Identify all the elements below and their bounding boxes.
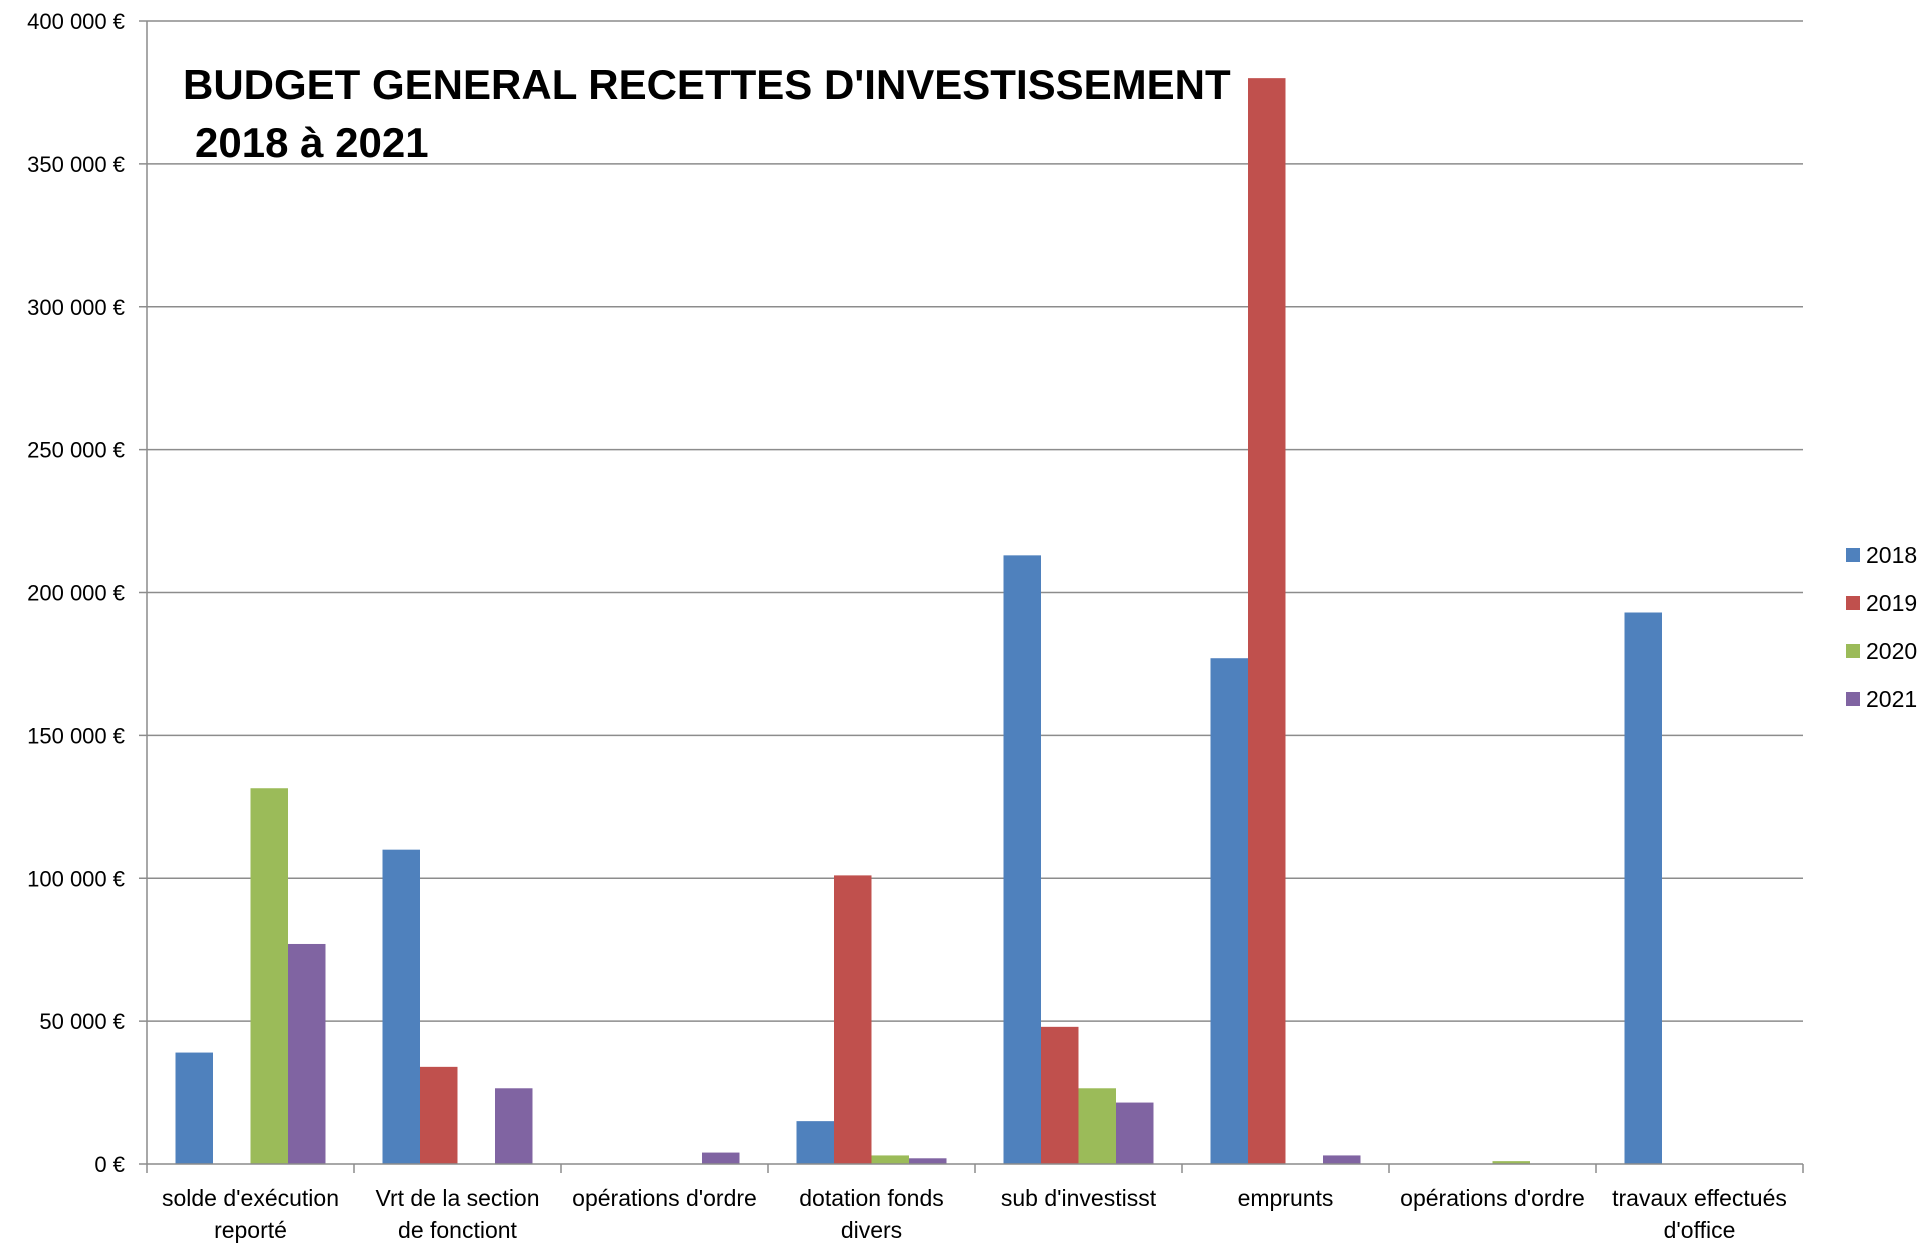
legend-swatch-2020 — [1846, 644, 1860, 658]
y-tick-label: 300 000 € — [27, 295, 125, 320]
bar-2021 — [288, 943, 326, 1164]
x-category-label: Vrt de la section de fonctiont — [375, 1185, 539, 1243]
x-axis-category-labels: solde d'exécution reporté Vrt de la sectio… — [162, 1185, 1787, 1243]
legend-label-2018: 2018 — [1866, 542, 1917, 568]
bar-2018 — [1003, 555, 1041, 1164]
bar-2021 — [1116, 1102, 1154, 1164]
y-tick-label: 150 000 € — [27, 723, 125, 748]
grid-lines — [147, 20, 1803, 1022]
bar-2020 — [1492, 1161, 1530, 1164]
bar-2021 — [1323, 1155, 1361, 1164]
bar-2021 — [495, 1088, 533, 1164]
x-category-label: opérations d'ordre — [572, 1185, 757, 1211]
legend-swatch-2019 — [1846, 596, 1860, 610]
legend-swatch-2018 — [1846, 548, 1860, 562]
legend-label-2019: 2019 — [1866, 590, 1917, 616]
bar-2019 — [1248, 78, 1286, 1164]
x-category-label: travaux effectués d'office — [1612, 1185, 1787, 1243]
bar-2020 — [871, 1155, 909, 1164]
bar-2021 — [909, 1158, 947, 1164]
chart-title: BUDGET GENERAL RECETTES D'INVESTISSEMENT… — [183, 56, 1231, 172]
y-tick-label: 0 € — [94, 1152, 125, 1177]
x-category-label: solde d'exécution reporté — [162, 1185, 339, 1243]
bar-2019 — [834, 875, 872, 1164]
bars — [175, 78, 1662, 1164]
legend-label-2020: 2020 — [1866, 638, 1917, 664]
bar-2018 — [1624, 612, 1662, 1164]
y-tick-label: 350 000 € — [27, 152, 125, 177]
x-category-label: dotation fonds divers — [799, 1185, 944, 1243]
bar-2020 — [1078, 1088, 1116, 1164]
bar-2019 — [1041, 1026, 1079, 1164]
legend-swatch-2021 — [1846, 692, 1860, 706]
bar-2019 — [420, 1066, 458, 1164]
bar-2018 — [1210, 658, 1248, 1164]
bar-2021 — [702, 1152, 740, 1164]
x-category-label: opérations d'ordre — [1400, 1185, 1585, 1211]
y-tick-label: 50 000 € — [39, 1009, 125, 1034]
y-tick-label: 100 000 € — [27, 866, 125, 891]
x-category-label: emprunts — [1238, 1185, 1334, 1211]
y-tick-label: 250 000 € — [27, 438, 125, 463]
y-tick-label: 400 000 € — [27, 9, 125, 34]
bar-2018 — [175, 1052, 213, 1164]
legend-label-2021: 2021 — [1866, 686, 1917, 712]
bar-2018 — [796, 1121, 834, 1164]
legend: 2018 2019 2020 2021 — [1846, 542, 1917, 712]
bar-2018 — [382, 849, 420, 1164]
axes — [139, 20, 1804, 1173]
chart-title-line1: BUDGET GENERAL RECETTES D'INVESTISSEMENT — [183, 61, 1231, 108]
y-axis-tick-labels: 0 € 50 000 € 100 000 € 150 000 € 200 000 € 25… — [27, 9, 125, 1177]
bar-2020 — [250, 788, 288, 1164]
y-tick-label: 200 000 € — [27, 581, 125, 606]
x-category-label: sub d'investisst — [1001, 1185, 1157, 1211]
chart-title-line2: 2018 à 2021 — [195, 119, 429, 166]
